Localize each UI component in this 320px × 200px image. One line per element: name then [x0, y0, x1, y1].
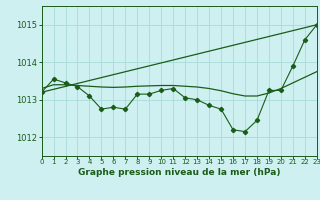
X-axis label: Graphe pression niveau de la mer (hPa): Graphe pression niveau de la mer (hPa) [78, 168, 280, 177]
